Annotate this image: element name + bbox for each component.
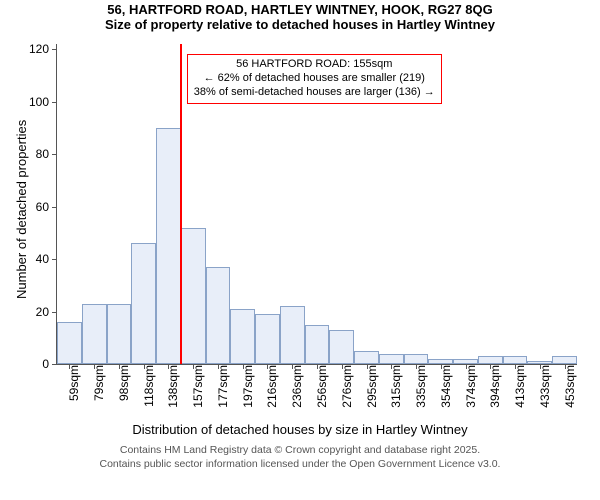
callout-line: 38% of semi-detached houses are larger (…: [194, 86, 435, 100]
y-tick-label: 20: [36, 305, 57, 319]
x-tick-label: 453sqm: [563, 365, 577, 408]
x-tick-label: 216sqm: [265, 365, 279, 408]
callout-box: 56 HARTFORD ROAD: 155sqm← 62% of detache…: [187, 54, 442, 103]
title-line-2: Size of property relative to detached ho…: [0, 17, 600, 32]
y-tick-label: 0: [42, 357, 57, 371]
histogram-bar: [305, 325, 330, 364]
y-tick-label: 40: [36, 252, 57, 266]
histogram-bar: [230, 309, 255, 364]
callout-line: 56 HARTFORD ROAD: 155sqm: [194, 58, 435, 72]
plot-area: 02040608010012059sqm79sqm98sqm118sqm138s…: [56, 44, 577, 365]
histogram-bar: [404, 354, 429, 364]
footer-line-2: Contains public sector information licen…: [0, 458, 600, 470]
histogram-bar: [255, 314, 280, 364]
x-tick-label: 335sqm: [414, 365, 428, 408]
x-axis-label: Distribution of detached houses by size …: [0, 422, 600, 437]
x-tick-label: 354sqm: [439, 365, 453, 408]
x-tick-label: 315sqm: [389, 365, 403, 408]
histogram-bar: [478, 356, 503, 364]
footer-line-1: Contains HM Land Registry data © Crown c…: [0, 444, 600, 456]
x-tick-label: 276sqm: [340, 365, 354, 408]
histogram-bar: [503, 356, 528, 364]
y-tick-label: 60: [36, 200, 57, 214]
histogram-bar: [379, 354, 404, 364]
x-tick-label: 256sqm: [315, 365, 329, 408]
histogram-bar: [280, 306, 305, 364]
x-tick-label: 59sqm: [67, 365, 81, 401]
y-tick-label: 120: [29, 42, 57, 56]
histogram-bar: [552, 356, 577, 364]
chart-title-block: 56, HARTFORD ROAD, HARTLEY WINTNEY, HOOK…: [0, 2, 600, 32]
chart-container: 56, HARTFORD ROAD, HARTLEY WINTNEY, HOOK…: [0, 0, 600, 500]
x-tick-label: 413sqm: [513, 365, 527, 408]
histogram-bar: [82, 304, 107, 364]
x-tick-label: 157sqm: [191, 365, 205, 408]
y-tick-label: 100: [29, 95, 57, 109]
x-tick-label: 374sqm: [464, 365, 478, 408]
histogram-bar: [354, 351, 379, 364]
x-tick-label: 177sqm: [216, 365, 230, 408]
histogram-bar: [57, 322, 82, 364]
x-tick-label: 79sqm: [92, 365, 106, 401]
title-line-1: 56, HARTFORD ROAD, HARTLEY WINTNEY, HOOK…: [0, 2, 600, 17]
reference-line: [180, 44, 182, 364]
y-tick-label: 80: [36, 147, 57, 161]
histogram-bar: [329, 330, 354, 364]
histogram-bar: [206, 267, 231, 364]
x-tick-label: 138sqm: [166, 365, 180, 408]
callout-line: ← 62% of detached houses are smaller (21…: [194, 72, 435, 86]
histogram-bar: [156, 128, 181, 364]
x-tick-label: 236sqm: [290, 365, 304, 408]
histogram-bar: [181, 228, 206, 364]
histogram-bar: [107, 304, 132, 364]
x-tick-label: 433sqm: [538, 365, 552, 408]
x-tick-label: 98sqm: [117, 365, 131, 401]
histogram-bar: [131, 243, 156, 364]
x-tick-label: 197sqm: [241, 365, 255, 408]
y-axis-label: Number of detached properties: [14, 120, 29, 299]
x-tick-label: 295sqm: [365, 365, 379, 408]
x-tick-label: 394sqm: [488, 365, 502, 408]
x-tick-label: 118sqm: [142, 365, 156, 407]
